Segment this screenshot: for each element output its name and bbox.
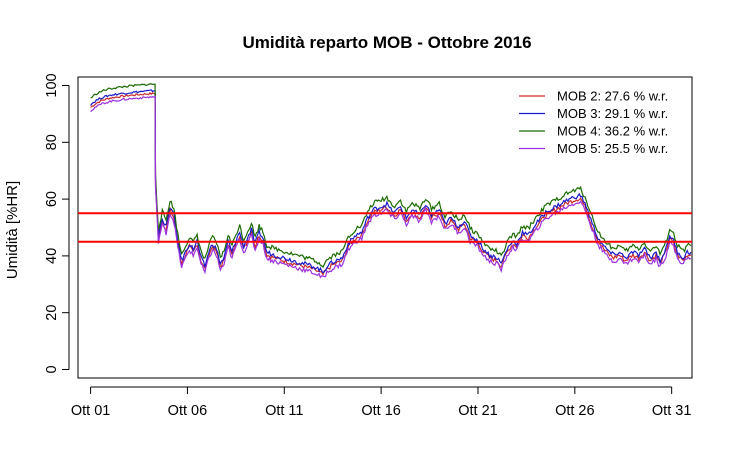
plot-area: Ott 01 Ott 06 Ott 11 Ott 16 Ott 21 Ott 26 Ott … <box>44 73 693 419</box>
legend-label: MOB 5: 25.5 % w.r. <box>557 141 668 156</box>
legend-label: MOB 4: 36.2 % w.r. <box>557 124 668 139</box>
plot-frame <box>77 76 693 379</box>
legend: MOB 2: 27.6 % w.r. MOB 3: 29.1 % w.r. MOB … <box>519 89 668 156</box>
y-tick-label: 40 <box>44 248 60 264</box>
y-axis-label: Umidità [%HR] <box>4 181 21 279</box>
y-tick-label: 0 <box>44 365 60 373</box>
x-tick-label: Ott 31 <box>652 403 692 419</box>
y-tick-label: 100 <box>44 73 60 97</box>
chart-title: Umidità reparto MOB - Ottobre 2016 <box>242 33 531 52</box>
y-tick-label: 80 <box>44 134 60 150</box>
series-line <box>90 95 692 279</box>
x-tick-label: Ott 11 <box>265 403 303 419</box>
series-line <box>90 83 692 269</box>
y-tick-label: 60 <box>44 191 60 207</box>
y-tick-label: 20 <box>44 305 60 321</box>
x-tick-label: Ott 16 <box>361 403 401 419</box>
x-tick-label: Ott 21 <box>458 403 498 419</box>
legend-label: MOB 2: 27.6 % w.r. <box>557 89 668 104</box>
x-tick-label: Ott 01 <box>71 403 111 419</box>
x-tick-label: Ott 26 <box>555 403 595 419</box>
legend-label: MOB 3: 29.1 % w.r. <box>557 106 668 121</box>
x-tick-label: Ott 06 <box>168 403 208 419</box>
